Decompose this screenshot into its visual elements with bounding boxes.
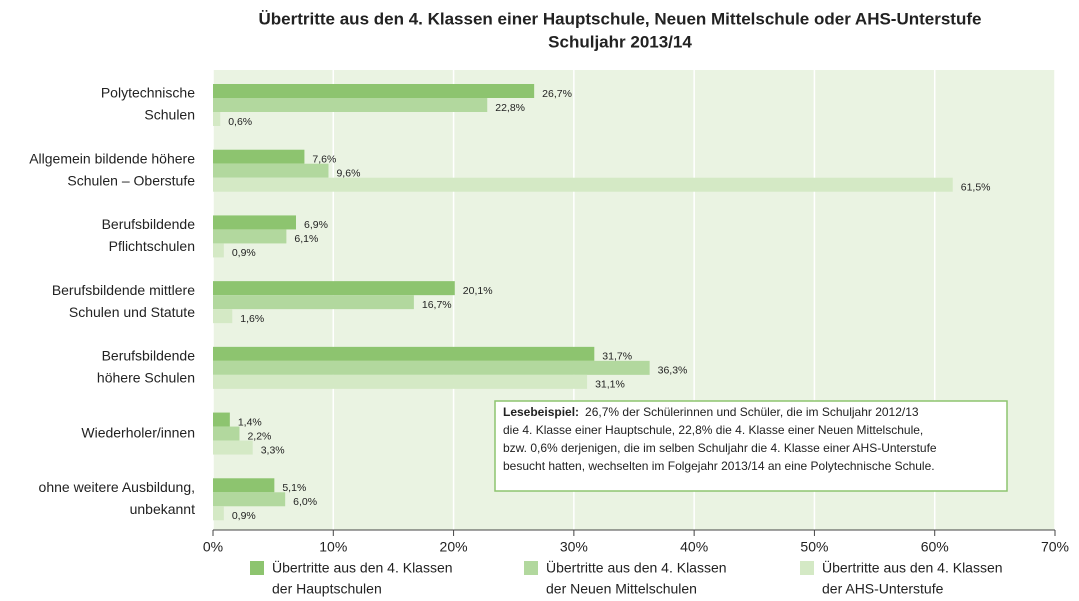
- value-label: 6,0%: [293, 496, 317, 508]
- annotation-text: Lesebeispiel: 26,7% der Schülerinnen und …: [503, 405, 919, 419]
- bar: [213, 426, 240, 441]
- bar: [213, 346, 595, 361]
- legend-swatch: [524, 561, 538, 575]
- y-tick-label: Polytechnische: [101, 85, 195, 101]
- annotation-line: 26,7% der Schülerinnen und Schüler, die …: [585, 405, 919, 419]
- legend-label: Übertritte aus den 4. Klassen: [272, 559, 453, 576]
- x-tick-label: 10%: [319, 539, 347, 555]
- y-tick-label: Berufsbildende mittlere: [52, 282, 195, 298]
- value-label: 22,8%: [495, 102, 525, 114]
- bar: [213, 243, 224, 258]
- annotation-line: bzw. 0,6% derjenigen, die im selben Schu…: [503, 441, 937, 455]
- annotation-title: Lesebeispiel:: [503, 405, 579, 419]
- value-label: 20,1%: [463, 285, 493, 297]
- bar: [213, 84, 535, 98]
- y-tick-label: Schulen und Statute: [69, 304, 195, 320]
- value-label: 31,7%: [602, 351, 632, 363]
- y-tick-label: Schulen – Oberstufe: [67, 172, 195, 188]
- legend-label: der Neuen Mittelschulen: [546, 581, 697, 597]
- legend-label: Übertritte aus den 4. Klassen: [546, 559, 727, 576]
- x-tick-label: 50%: [800, 539, 828, 555]
- x-tick-label: 70%: [1041, 539, 1069, 555]
- bar: [213, 149, 305, 164]
- value-label: 61,5%: [961, 181, 991, 193]
- value-label: 6,1%: [294, 233, 318, 245]
- annotation-line: die 4. Klasse einer Hauptschule, 22,8% d…: [503, 423, 923, 437]
- value-label: 7,6%: [312, 153, 336, 165]
- value-label: 36,3%: [658, 365, 688, 377]
- value-label: 9,6%: [336, 167, 360, 179]
- value-label: 0,9%: [232, 510, 256, 522]
- bar: [213, 478, 275, 493]
- bar: [213, 163, 329, 178]
- bar: [213, 412, 230, 427]
- chart-title: Übertritte aus den 4. Klassen einer Haup…: [259, 9, 982, 28]
- value-label: 6,9%: [304, 219, 328, 231]
- y-tick-label: Allgemein bildende höhere: [29, 150, 195, 166]
- annotation-line: besucht hatten, wechselten im Folgejahr …: [503, 459, 935, 473]
- x-tick-label: 60%: [921, 539, 949, 555]
- x-tick-label: 0%: [203, 539, 223, 555]
- annotation-box: [494, 400, 1008, 492]
- value-label: 31,1%: [595, 379, 625, 391]
- bar: [213, 360, 650, 375]
- bar: [213, 295, 414, 310]
- bar: [213, 177, 953, 192]
- value-label: 26,7%: [542, 88, 572, 100]
- x-tick-label: 40%: [680, 539, 708, 555]
- value-label: 0,6%: [228, 116, 252, 128]
- bar: [213, 229, 287, 244]
- x-tick-label: 30%: [560, 539, 588, 555]
- legend-label: der AHS-Unterstufe: [822, 581, 944, 597]
- value-label: 5,1%: [282, 482, 306, 494]
- bar: [213, 506, 224, 521]
- value-label: 1,4%: [238, 416, 262, 428]
- legend-swatch: [250, 561, 264, 575]
- bar: [213, 492, 286, 507]
- bar: [213, 440, 253, 455]
- y-tick-label: ohne weitere Ausbildung,: [39, 479, 195, 495]
- value-label: 0,9%: [232, 247, 256, 259]
- value-label: 16,7%: [422, 299, 452, 311]
- y-tick-label: Berufsbildende: [102, 348, 196, 364]
- y-tick-label: Schulen: [144, 107, 195, 123]
- bar: [213, 112, 221, 126]
- y-tick-label: Pflichtschulen: [109, 238, 195, 254]
- y-tick-label: Wiederholer/innen: [81, 424, 195, 440]
- bar: [213, 309, 233, 324]
- bar: [213, 215, 296, 230]
- y-tick-label: Berufsbildende: [102, 216, 196, 232]
- legend-swatch: [800, 561, 814, 575]
- x-tick-label: 20%: [440, 539, 468, 555]
- chart-title: Schuljahr 2013/14: [548, 32, 692, 51]
- legend-label: der Hauptschulen: [272, 581, 382, 597]
- value-label: 1,6%: [240, 313, 264, 325]
- y-tick-label: höhere Schulen: [97, 370, 195, 386]
- bar: [213, 98, 488, 112]
- y-tick-label: unbekannt: [130, 501, 196, 517]
- value-label: 3,3%: [261, 444, 285, 456]
- bar: [213, 281, 455, 296]
- bar: [213, 374, 588, 389]
- value-label: 2,2%: [247, 430, 271, 442]
- legend-label: Übertritte aus den 4. Klassen: [822, 559, 1003, 576]
